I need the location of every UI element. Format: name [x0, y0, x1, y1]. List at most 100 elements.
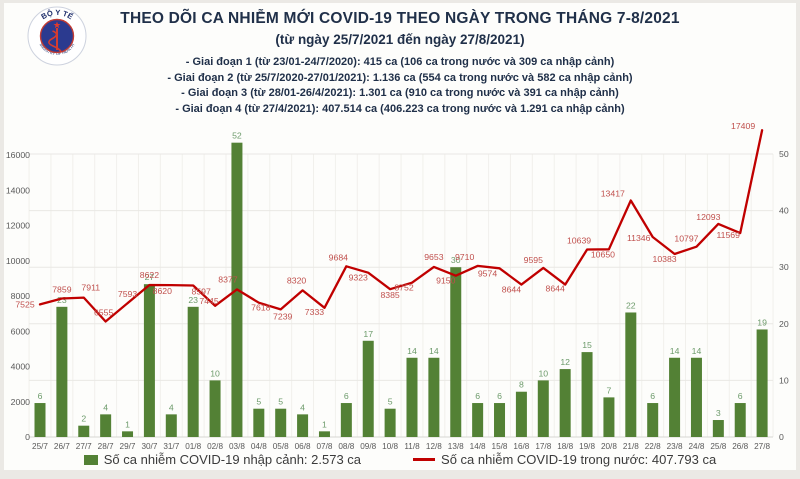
domestic-cases-point-label: 7525	[15, 299, 34, 309]
imported-cases-bar-label: 6	[38, 391, 43, 401]
imported-cases-bar-label: 4	[169, 402, 174, 412]
imported-cases-bar-label: 17	[363, 329, 373, 339]
imported-cases-bar-label: 14	[670, 346, 680, 356]
imported-cases-bar-label: 2	[81, 414, 86, 424]
imported-cases-bar	[515, 391, 527, 437]
legend-label-imported: Số ca nhiễm COVID-19 nhập cảnh: 2.573 ca	[103, 452, 362, 467]
x-axis-label: 12/8	[426, 442, 442, 451]
domestic-cases-point-label: 9574	[478, 268, 497, 278]
imported-cases-bar	[559, 369, 571, 437]
imported-cases-bar	[690, 357, 702, 437]
imported-cases-bar-label: 6	[344, 391, 349, 401]
left-axis-tick-label: 8000	[11, 291, 30, 301]
legend-item-imported: Số ca nhiễm COVID-19 nhập cảnh: 2.573 ca	[83, 452, 362, 467]
imported-cases-bar	[537, 380, 549, 437]
phase-line-3: - Giai đoạn 3 (từ 28/01-26/4/2021): 1.30…	[181, 87, 619, 99]
flag-star-icon	[53, 21, 61, 29]
domestic-cases-point-label: 8377	[218, 274, 237, 284]
imported-cases-bar	[34, 403, 46, 437]
imported-cases-bar-label: 8	[519, 380, 524, 390]
imported-cases-bar	[428, 357, 440, 437]
x-axis-label: 26/8	[732, 442, 748, 451]
legend-item-domestic: Số ca nhiễm COVID-19 trong nước: 407.793…	[413, 452, 716, 467]
x-axis-label: 31/7	[163, 442, 179, 451]
domestic-cases-point-label: 9653	[424, 252, 443, 262]
x-axis-label: 29/7	[120, 442, 136, 451]
domestic-cases-point-label: 6555	[94, 307, 113, 317]
imported-cases-bar-label: 5	[278, 397, 283, 407]
imported-cases-bar-label: 1	[322, 419, 327, 429]
imported-cases-bar	[406, 357, 418, 437]
x-axis-label: 23/8	[667, 442, 683, 451]
domestic-cases-line	[38, 129, 764, 323]
imported-cases-bar-label: 52	[232, 131, 242, 141]
x-axis-label: 30/7	[141, 442, 157, 451]
domestic-cases-point-label: 7911	[81, 283, 100, 293]
imported-cases-bar-label: 14	[407, 346, 417, 356]
imported-cases-bar-label: 19	[757, 317, 767, 327]
imported-cases-bar	[78, 425, 90, 437]
right-axis-tick-label: 40	[779, 206, 789, 216]
imported-cases-bar	[581, 352, 593, 437]
imported-cases-bar-label: 10	[210, 368, 220, 378]
imported-cases-bar-label: 10	[538, 368, 548, 378]
x-axis-label: 16/8	[513, 442, 529, 451]
red-line-swatch-icon	[413, 458, 436, 461]
imported-cases-bar-label: 4	[103, 402, 108, 412]
x-axis-label: 14/8	[470, 442, 486, 451]
x-axis-label: 10/8	[382, 442, 398, 451]
left-axis-tick-label: 6000	[11, 326, 30, 336]
domestic-cases-point-label: 10797	[674, 234, 698, 244]
x-axis-label: 08/8	[338, 442, 354, 451]
imported-cases-bar	[275, 408, 287, 437]
imported-cases-bar-label: 23	[57, 295, 67, 305]
imported-cases-bar	[494, 403, 506, 437]
imported-cases-bar	[253, 408, 265, 437]
domestic-cases-point-label: 17409	[731, 121, 755, 131]
imported-cases-bar	[187, 306, 199, 437]
imported-cases-bar	[625, 312, 637, 437]
imported-cases-bar-label: 27	[145, 272, 155, 282]
x-axis-label: 25/8	[710, 442, 726, 451]
domestic-cases-point-label: 10650	[591, 249, 615, 259]
domestic-cases-point-label: 8752	[394, 283, 413, 293]
domestic-cases-point-label: 13417	[601, 189, 625, 199]
left-axis-tick-label: 10000	[6, 256, 30, 266]
x-axis-label: 13/8	[448, 442, 464, 451]
imported-cases-bar	[669, 357, 681, 437]
domestic-cases-point-label: 8644	[502, 285, 521, 295]
imported-cases-bar-label: 6	[738, 391, 743, 401]
domestic-cases-point-label: 9595	[524, 255, 543, 265]
domestic-cases-point-label: 7333	[305, 307, 324, 317]
domestic-cases-point-label: 10639	[567, 235, 591, 245]
imported-cases-bar	[362, 340, 374, 437]
imported-cases-bar-label: 15	[582, 340, 592, 350]
x-axis-label: 20/8	[601, 442, 617, 451]
x-axis-label: 07/8	[316, 442, 332, 451]
green-bar-swatch-icon	[83, 454, 98, 465]
logo-top-text: BỘ Y TẾ	[39, 8, 75, 21]
imported-cases-bar-label: 7	[607, 385, 612, 395]
x-axis-label: 19/8	[579, 442, 595, 451]
phase-line-2: - Giai đoạn 2 (từ 25/7/2020-27/01/2021):…	[167, 71, 633, 84]
asclepius-snake-icon	[48, 30, 62, 52]
x-axis-label: 02/8	[207, 442, 223, 451]
imported-cases-bar	[340, 403, 352, 437]
x-axis-label: 03/8	[229, 442, 245, 451]
imported-cases-bar	[143, 284, 155, 437]
imported-cases-bar	[603, 397, 615, 437]
domestic-cases-point-label: 11569	[716, 230, 740, 240]
domestic-cases-point-label: 9150	[436, 276, 455, 286]
x-axis-label: 15/8	[492, 442, 508, 451]
right-axis-tick-label: 0	[779, 432, 784, 442]
imported-cases-bar-label: 4	[300, 402, 305, 412]
left-axis-tick-label: 12000	[6, 221, 30, 231]
imported-cases-bar	[472, 403, 484, 437]
imported-cases-bar-label: 6	[475, 391, 480, 401]
domestic-cases-point-label: 10383	[652, 254, 676, 264]
x-axis-label: 09/8	[360, 442, 376, 451]
imported-cases-bar	[297, 414, 309, 437]
x-axis-label: 27/8	[754, 442, 770, 451]
right-axis-tick-label: 20	[779, 319, 789, 329]
x-axis-label: 21/8	[623, 442, 639, 451]
